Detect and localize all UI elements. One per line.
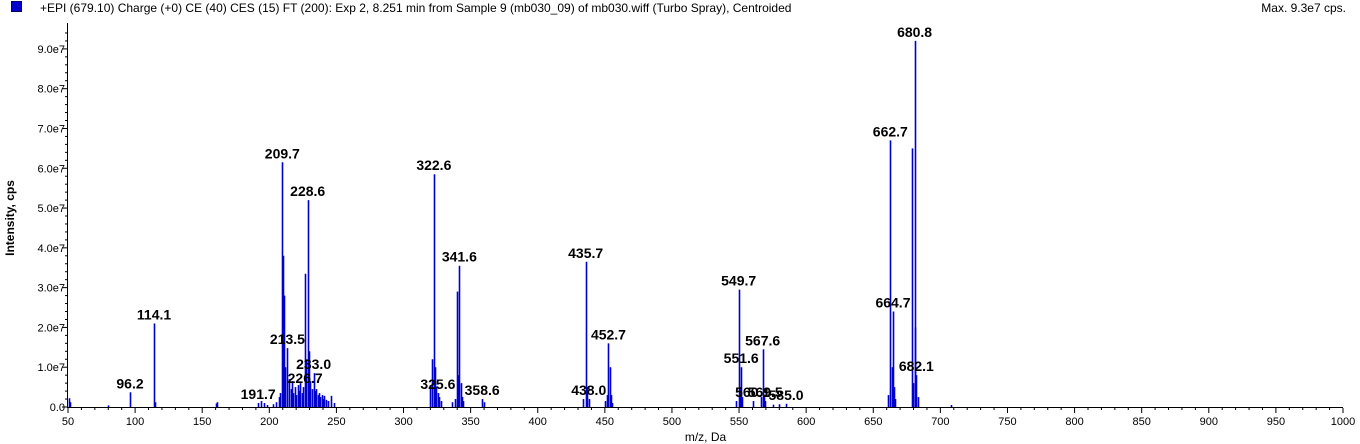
- peak-label: 322.6: [416, 157, 451, 173]
- peak-label: 209.7: [265, 145, 300, 161]
- peak-label: 341.6: [442, 249, 477, 265]
- y-tick-label: 6.0e7: [37, 163, 65, 175]
- y-axis-title: Intensity, cps: [3, 180, 17, 256]
- x-tick-label: 200: [260, 416, 278, 428]
- peak-label: 560.1: [735, 384, 770, 400]
- peak-label: 662.7: [873, 123, 908, 139]
- x-axis-title: m/z, Da: [685, 430, 727, 444]
- x-tick-label: 350: [461, 416, 479, 428]
- x-tick-label: 450: [596, 416, 614, 428]
- x-ticks: 50 100 150 200 250 300 350 400 450 500 550 600 650 70…: [62, 408, 1355, 428]
- x-tick-label: 650: [864, 416, 882, 428]
- x-tick-label: 50: [62, 416, 74, 428]
- x-tick-label: 700: [931, 416, 949, 428]
- peak-label: 191.7: [241, 386, 276, 402]
- peak-label: 567.6: [745, 332, 780, 348]
- peak-label: 664.7: [875, 295, 910, 311]
- peak-label: 549.7: [721, 273, 756, 289]
- x-tick-label: 550: [730, 416, 748, 428]
- y-ticks: 0.0 1.0e7 2.0e7 3.0e7 4.0e7 5.0e7 6.0e7 7.0e7 8.…: [37, 32, 67, 414]
- peak-label: 213.5: [270, 331, 305, 347]
- x-tick-label: 800: [1065, 416, 1083, 428]
- y-tick-label: 5.0e7: [37, 203, 65, 215]
- x-tick-label: 250: [327, 416, 345, 428]
- y-tick-label: 2.0e7: [37, 322, 65, 334]
- x-tick-label: 600: [797, 416, 815, 428]
- peak-labels: 96.2 114.1 191.7 209.7 213.5 226.7 228.6 233.0 3…: [116, 24, 934, 403]
- x-tick-label: 400: [529, 416, 547, 428]
- peak-label: 585.0: [769, 387, 804, 403]
- y-tick-label: 7.0e7: [37, 123, 65, 135]
- peak-label: 569.5: [748, 384, 783, 400]
- peaks-layer: [68, 40, 953, 407]
- peak-label: 226.7: [288, 370, 323, 386]
- peak-label: 438.0: [571, 382, 606, 398]
- y-tick-label: 3.0e7: [37, 283, 65, 295]
- peak-label: 96.2: [116, 375, 143, 391]
- peak-label: 452.7: [591, 326, 626, 342]
- x-tick-label: 850: [1133, 416, 1151, 428]
- peak-label: 682.1: [899, 358, 934, 374]
- axes-layer: [67, 23, 1343, 408]
- x-tick-label: 1000: [1331, 416, 1355, 428]
- peak-label: 233.0: [296, 356, 331, 372]
- x-tick-label: 100: [126, 416, 144, 428]
- x-tick-label: 750: [998, 416, 1016, 428]
- peak-label: 114.1: [137, 306, 171, 322]
- y-tick-label: 8.0e7: [37, 84, 65, 96]
- series-swatch: [11, 1, 22, 12]
- max-intensity-label: Max. 9.3e7 cps.: [1261, 1, 1346, 15]
- peak-label: 325.6: [420, 376, 455, 392]
- chart-header: +EPI (679.10) Charge (+0) CE (40) CES (1…: [0, 0, 1360, 18]
- y-tick-label: 1.0e7: [37, 362, 65, 374]
- x-tick-label: 900: [1200, 416, 1218, 428]
- x-tick-label: 950: [1267, 416, 1285, 428]
- peak-label: 551.6: [724, 350, 759, 366]
- spectrum-title: +EPI (679.10) Charge (+0) CE (40) CES (1…: [40, 1, 792, 15]
- y-tick-label: 9.0e7: [37, 44, 65, 56]
- x-tick-label: 500: [663, 416, 681, 428]
- y-tick-label: 4.0e7: [37, 243, 65, 255]
- peak-label: 358.6: [465, 382, 500, 398]
- y-tick-label: 0.0: [50, 402, 65, 414]
- peak-label: 228.6: [290, 183, 325, 199]
- x-tick-label: 150: [193, 416, 211, 428]
- peak-label: 435.7: [568, 245, 603, 261]
- x-tick-label: 300: [394, 416, 412, 428]
- peak-label: 680.8: [897, 24, 932, 40]
